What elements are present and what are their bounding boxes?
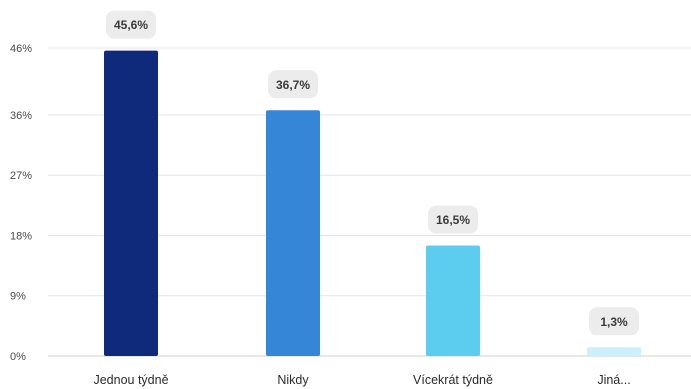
data-label-pill — [428, 205, 478, 234]
data-label: 1,3% — [600, 315, 628, 329]
category-label: Nikdy — [277, 373, 309, 387]
category-label: Jiná... — [597, 373, 630, 387]
bar[interactable] — [587, 347, 641, 356]
data-labels: 45,6% 36,7% 16,5% 1,3% — [106, 10, 639, 336]
data-label-pill — [268, 70, 318, 99]
y-tick-label: 0% — [10, 351, 26, 363]
data-label: 16,5% — [436, 213, 470, 227]
bar[interactable] — [104, 50, 158, 357]
data-label-pill — [589, 307, 639, 336]
y-tick-label: 27% — [10, 170, 32, 182]
bars — [104, 50, 641, 357]
data-label: 36,7% — [276, 78, 310, 92]
category-label: Vícekrát týdně — [413, 373, 493, 387]
bar[interactable] — [266, 110, 320, 356]
category-label: Jednou týdně — [93, 373, 168, 387]
y-tick-label: 18% — [10, 230, 32, 242]
bar[interactable] — [426, 245, 480, 356]
x-axis-labels: Jednou týdně Nikdy Vícekrát týdně Jiná... — [93, 373, 630, 387]
y-tick-label: 36% — [10, 110, 32, 122]
data-label-pill — [106, 10, 156, 39]
y-tick-label: 9% — [10, 291, 26, 303]
y-axis-ticks: 0% 9% 18% 27% 36% 46% — [10, 43, 32, 363]
data-label: 45,6% — [114, 18, 148, 32]
y-tick-label: 46% — [10, 43, 32, 55]
